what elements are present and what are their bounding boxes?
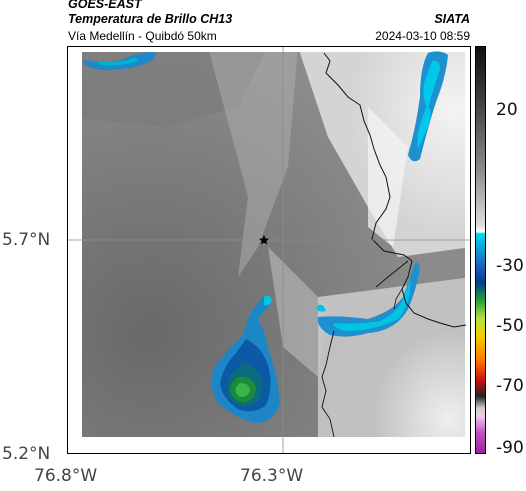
star-marker — [259, 235, 269, 245]
longitude-label-left: 76.8°W — [34, 466, 98, 486]
colorbar-tick-minus30: -30 — [496, 256, 524, 276]
colorbar-tick-20: 20 — [496, 100, 518, 120]
latitude-label-lower: 5.2°N — [2, 444, 51, 464]
title-organization: SIATA — [434, 12, 470, 26]
colorbar-tick-minus90: -90 — [496, 438, 524, 458]
colorbar-tick-minus50: -50 — [496, 316, 524, 336]
brightness-temperature-map — [68, 47, 470, 453]
title-route: Vía Medellín - Quibdó 50km — [68, 29, 217, 43]
title-product: Temperatura de Brillo CH13 — [68, 12, 233, 26]
map-panel[interactable] — [67, 46, 471, 454]
colorbar — [475, 46, 486, 454]
latitude-label-upper: 5.7°N — [2, 230, 51, 250]
longitude-label-right: 76.3°W — [240, 466, 304, 486]
title-datetime: 2024-03-10 08:59 — [375, 29, 470, 43]
title-satellite: GOES-EAST — [68, 0, 142, 11]
colorbar-tick-minus70: -70 — [496, 376, 524, 396]
